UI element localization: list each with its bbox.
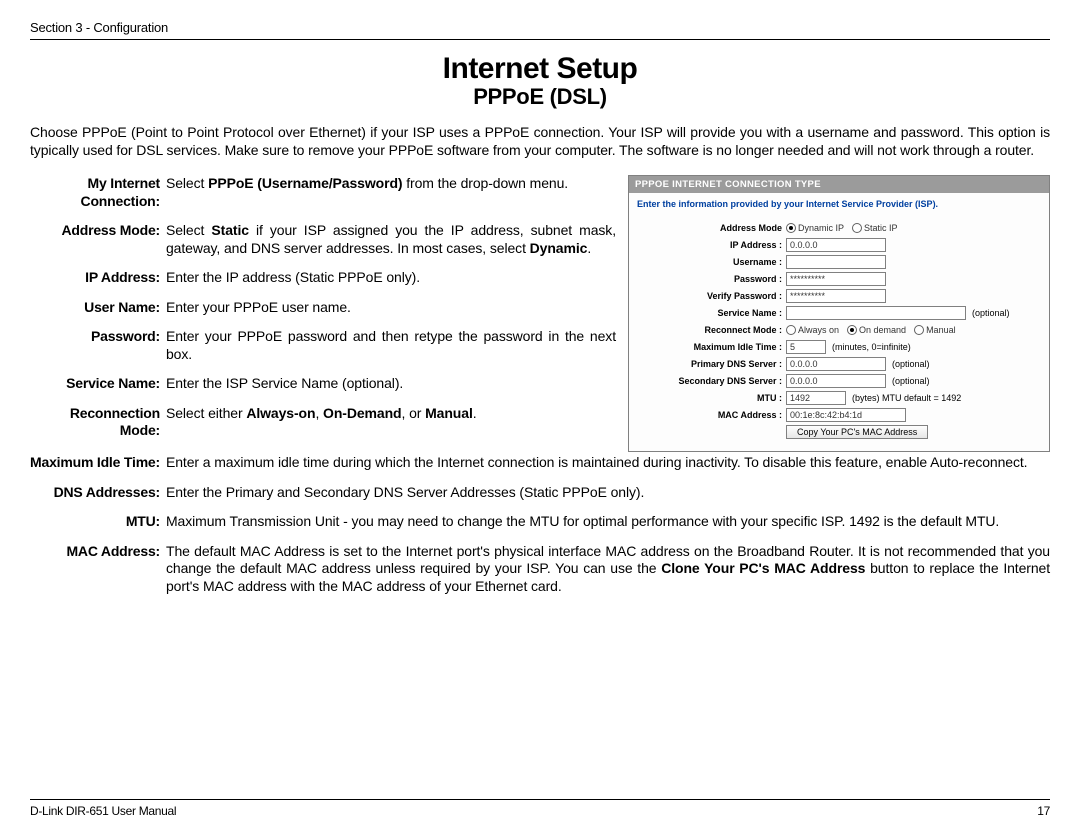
def-label: Maximum Idle Time: (30, 454, 166, 472)
def-value: Enter your PPPoE password and then retyp… (166, 328, 616, 363)
ip-address-input[interactable]: 0.0.0.0 (786, 238, 886, 252)
scr-row-mtu: MTU : 1492 (bytes) MTU default = 1492 (637, 390, 1041, 406)
radio-icon (786, 223, 796, 233)
def-value: Select either Always-on, On-Demand, or M… (166, 405, 616, 440)
def-value: Select PPPoE (Username/Password) from th… (166, 175, 616, 210)
mtu-input[interactable]: 1492 (786, 391, 846, 405)
def-value: Enter the IP address (Static PPPoE only)… (166, 269, 616, 287)
def-label: Service Name: (30, 375, 166, 393)
def-value: Enter the Primary and Secondary DNS Serv… (166, 484, 1050, 502)
header-rule (30, 39, 1050, 40)
screenshot-subheader: Enter the information provided by your I… (629, 193, 1049, 217)
def-value: Enter the ISP Service Name (optional). (166, 375, 616, 393)
intro-paragraph: Choose PPPoE (Point to Point Protocol ov… (30, 124, 1050, 159)
username-input[interactable] (786, 255, 886, 269)
def-value: The default MAC Address is set to the In… (166, 543, 1050, 596)
footer-manual-name: D-Link DIR-651 User Manual (30, 804, 176, 818)
radio-icon (852, 223, 862, 233)
radio-dynamic-ip[interactable]: Dynamic IP (786, 223, 844, 233)
def-label: Password: (30, 328, 166, 363)
max-idle-input[interactable]: 5 (786, 340, 826, 354)
scr-label: Verify Password : (637, 291, 786, 301)
def-value: Enter your PPPoE user name. (166, 299, 616, 317)
page-footer: D-Link DIR-651 User Manual 17 (30, 799, 1050, 818)
scr-label: Address Mode (637, 223, 786, 233)
scr-row-mac-address: MAC Address : 00:1e:8c:42:b4:1d (637, 407, 1041, 423)
scr-row-address-mode: Address Mode Dynamic IP Static IP (637, 220, 1041, 236)
def-label: DNS Addresses: (30, 484, 166, 502)
footer-rule (30, 799, 1050, 800)
scr-row-max-idle: Maximum Idle Time : 5 (minutes, 0=infinit… (637, 339, 1041, 355)
def-user-name: User Name: Enter your PPPoE user name. (30, 299, 616, 317)
def-max-idle: Maximum Idle Time: Enter a maximum idle … (30, 454, 1050, 472)
radio-static-ip[interactable]: Static IP (852, 223, 898, 233)
screenshot-header: PPPOE INTERNET CONNECTION TYPE (629, 176, 1049, 193)
def-value: Select Static if your ISP assigned you t… (166, 222, 616, 257)
definitions-column: My Internet Connection: Select PPPoE (Us… (30, 175, 616, 452)
def-label: User Name: (30, 299, 166, 317)
def-ip-address: IP Address: Enter the IP address (Static… (30, 269, 616, 287)
def-service-name: Service Name: Enter the ISP Service Name… (30, 375, 616, 393)
scr-row-primary-dns: Primary DNS Server : 0.0.0.0 (optional) (637, 356, 1041, 372)
scr-row-secondary-dns: Secondary DNS Server : 0.0.0.0 (optional) (637, 373, 1041, 389)
clone-mac-button[interactable]: Copy Your PC's MAC Address (786, 425, 928, 439)
definitions-fullwidth: Maximum Idle Time: Enter a maximum idle … (30, 454, 1050, 595)
password-input[interactable]: ********** (786, 272, 886, 286)
scr-note: (bytes) MTU default = 1492 (852, 393, 961, 403)
scr-row-ip-address: IP Address : 0.0.0.0 (637, 237, 1041, 253)
scr-label: Reconnect Mode : (637, 325, 786, 335)
scr-row-clone-button: Copy Your PC's MAC Address (637, 424, 1041, 440)
page-subtitle: PPPoE (DSL) (30, 84, 1050, 110)
def-password: Password: Enter your PPPoE password and … (30, 328, 616, 363)
def-label: My Internet Connection: (30, 175, 166, 210)
def-label: Address Mode: (30, 222, 166, 257)
primary-dns-input[interactable]: 0.0.0.0 (786, 357, 886, 371)
scr-row-verify-password: Verify Password : ********** (637, 288, 1041, 304)
scr-note: (optional) (972, 308, 1010, 318)
verify-password-input[interactable]: ********** (786, 289, 886, 303)
scr-label: MAC Address : (637, 410, 786, 420)
scr-row-username: Username : (637, 254, 1041, 270)
pppoe-screenshot-panel: PPPOE INTERNET CONNECTION TYPE Enter the… (628, 175, 1050, 452)
def-value: Maximum Transmission Unit - you may need… (166, 513, 1050, 531)
scr-label: Service Name : (637, 308, 786, 318)
scr-row-reconnect-mode: Reconnect Mode : Always on On demand Man… (637, 322, 1041, 338)
scr-label: IP Address : (637, 240, 786, 250)
def-mac-address: MAC Address: The default MAC Address is … (30, 543, 1050, 596)
scr-label: Primary DNS Server : (637, 359, 786, 369)
def-label: MAC Address: (30, 543, 166, 596)
radio-icon (914, 325, 924, 335)
radio-always-on[interactable]: Always on (786, 325, 839, 335)
def-label: IP Address: (30, 269, 166, 287)
scr-row-service-name: Service Name : (optional) (637, 305, 1041, 321)
scr-label: Secondary DNS Server : (637, 376, 786, 386)
mac-address-input[interactable]: 00:1e:8c:42:b4:1d (786, 408, 906, 422)
radio-manual[interactable]: Manual (914, 325, 956, 335)
def-label: MTU: (30, 513, 166, 531)
scr-label: Username : (637, 257, 786, 267)
service-name-input[interactable] (786, 306, 966, 320)
scr-label: MTU : (637, 393, 786, 403)
secondary-dns-input[interactable]: 0.0.0.0 (786, 374, 886, 388)
scr-label: Maximum Idle Time : (637, 342, 786, 352)
def-reconnection-mode: Reconnection Mode: Select either Always-… (30, 405, 616, 440)
def-address-mode: Address Mode: Select Static if your ISP … (30, 222, 616, 257)
scr-note: (minutes, 0=infinite) (832, 342, 911, 352)
def-my-internet-connection: My Internet Connection: Select PPPoE (Us… (30, 175, 616, 210)
radio-icon (847, 325, 857, 335)
radio-on-demand[interactable]: On demand (847, 325, 906, 335)
scr-row-password: Password : ********** (637, 271, 1041, 287)
def-dns-addresses: DNS Addresses: Enter the Primary and Sec… (30, 484, 1050, 502)
scr-label: Password : (637, 274, 786, 284)
scr-note: (optional) (892, 359, 930, 369)
page-title: Internet Setup (30, 52, 1050, 86)
scr-note: (optional) (892, 376, 930, 386)
footer-page-number: 17 (1037, 804, 1050, 818)
radio-icon (786, 325, 796, 335)
def-mtu: MTU: Maximum Transmission Unit - you may… (30, 513, 1050, 531)
section-header: Section 3 - Configuration (30, 20, 1050, 39)
def-label: Reconnection Mode: (30, 405, 166, 440)
def-value: Enter a maximum idle time during which t… (166, 454, 1050, 472)
